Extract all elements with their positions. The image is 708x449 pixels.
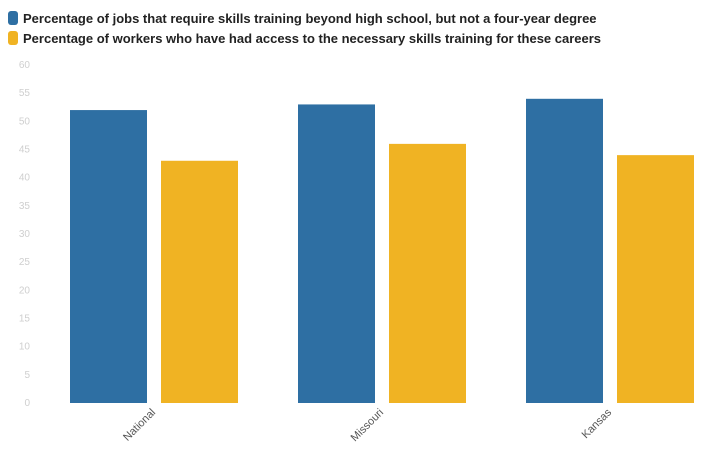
bar-series-1-national: [70, 110, 147, 404]
y-tick-label: 35: [19, 201, 31, 212]
x-category-label: Kansas: [580, 406, 615, 441]
bar-series-1-kansas: [526, 98, 603, 404]
y-tick-label: 25: [19, 257, 31, 268]
legend-item-series-2: Percentage of workers who have had acces…: [8, 28, 601, 48]
y-tick-label: 20: [19, 285, 31, 296]
legend-label-series-2: Percentage of workers who have had acces…: [23, 30, 602, 46]
legend-label-series-1: Percentage of jobs that require skills t…: [23, 10, 597, 26]
legend-swatch-series-1: [8, 11, 18, 25]
bar-series-2-missouri: [389, 143, 466, 403]
x-category-label: Missouri: [349, 407, 386, 444]
y-tick-label: 60: [19, 60, 31, 71]
y-tick-label: 10: [19, 342, 31, 353]
y-tick-label: 45: [19, 145, 31, 156]
y-tick-label: 40: [19, 173, 31, 184]
y-tick-label: 55: [19, 88, 31, 99]
legend-item-series-1: Percentage of jobs that require skills t…: [8, 8, 601, 28]
y-tick-label: 50: [19, 116, 31, 127]
bar-series-1-missouri: [298, 104, 375, 403]
legend: Percentage of jobs that require skills t…: [8, 8, 601, 48]
bar-series-2-kansas: [617, 155, 694, 403]
y-tick-label: 15: [19, 314, 31, 325]
bar-series-2-national: [161, 160, 238, 403]
y-tick-label: 30: [19, 229, 31, 240]
legend-swatch-series-2: [8, 31, 18, 45]
y-tick-label: 5: [24, 370, 30, 381]
y-tick-label: 0: [24, 398, 30, 409]
x-category-label: National: [121, 407, 158, 444]
